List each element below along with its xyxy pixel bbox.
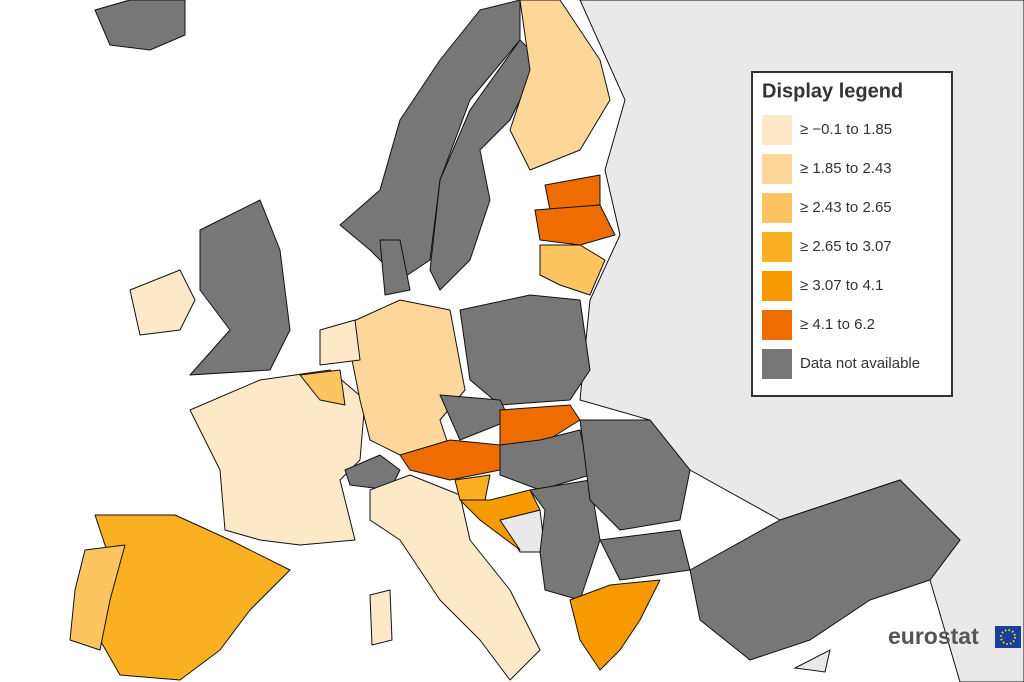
legend-swatch: [762, 271, 792, 301]
croatia: [459, 489, 541, 551]
legend-label: ≥ 1.85 to 2.43: [800, 160, 892, 177]
italy: [369, 474, 541, 681]
eu-stars: [1000, 629, 1016, 645]
sardinia: [369, 589, 393, 646]
netherlands: [319, 319, 361, 366]
legend-swatch: [762, 154, 792, 184]
legend-swatch: [762, 115, 792, 145]
legend-label: ≥ 2.65 to 3.07: [800, 238, 892, 255]
legend-swatch: [762, 310, 792, 340]
legend-label: ≥ −0.1 to 1.85: [800, 121, 892, 138]
legend-swatch: [762, 193, 792, 223]
portugal: [69, 544, 126, 651]
finland: [509, 0, 611, 171]
sweden: [429, 39, 541, 291]
logo-text: eurostat: [888, 623, 979, 649]
denmark: [379, 239, 411, 296]
eu-flag: [995, 626, 1021, 648]
legend-label: ≥ 2.43 to 2.65: [800, 199, 892, 216]
uk: [189, 199, 291, 376]
legend: Display legend ≥ −0.1 to 1.85 ≥ 1.85 to 2…: [751, 71, 953, 397]
logo: eurostat: [888, 623, 1021, 649]
poland: [459, 294, 591, 406]
norway: [339, 0, 521, 281]
france: [189, 369, 366, 546]
estonia: [544, 174, 601, 211]
greece: [569, 579, 661, 671]
legend-label: Data not available: [800, 355, 920, 372]
belgium: [299, 369, 346, 406]
cyprus: [793, 649, 831, 673]
legend-label: ≥ 3.07 to 4.1: [800, 277, 883, 294]
turkey: [689, 479, 961, 661]
iceland: [94, 0, 186, 51]
latvia: [534, 204, 616, 246]
slovakia: [499, 404, 581, 446]
legend-swatch: [762, 349, 792, 379]
legend-swatch: [762, 232, 792, 262]
lithuania: [539, 244, 606, 296]
legend-label: ≥ 4.1 to 6.2: [800, 316, 875, 333]
romania: [579, 419, 691, 531]
legend-title: Display legend: [762, 80, 903, 102]
legend-items: ≥ −0.1 to 1.85 ≥ 1.85 to 2.43 ≥ 2.43 to 2.…: [762, 115, 920, 379]
bulgaria: [599, 529, 691, 581]
ireland: [129, 269, 196, 336]
switzerland: [344, 454, 401, 491]
germany: [344, 299, 466, 456]
slovenia: [454, 474, 491, 501]
